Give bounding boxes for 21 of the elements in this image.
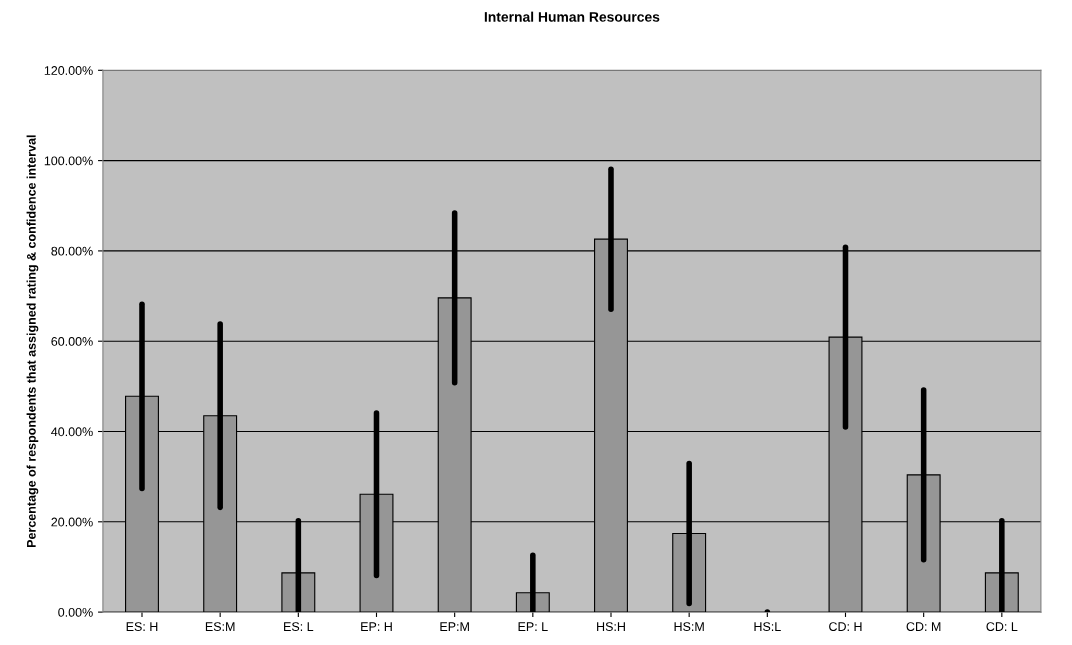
x-tick-label: EP: H [361,622,392,631]
y-tick-label: 20.00% [51,517,93,527]
x-tick-label: ES:M [205,622,235,632]
x-tick-label: CD: H [829,622,862,632]
x-tick-label: EP:M [440,622,469,631]
y-tick-label: 0.00% [58,607,93,617]
x-tick-label: HS:L [754,622,781,632]
y-tick-label: 60.00% [51,337,93,346]
x-tick-label: EP: L [518,622,548,631]
x-tick-label: CD: M [906,622,941,632]
y-tick-label: 40.00% [51,427,93,437]
chart-title: Internal Human Resources [484,11,660,22]
x-tick-label: ES: L [284,622,314,632]
y-tick-label: 120.00% [44,66,93,75]
y-tick-label: 80.00% [51,246,93,256]
x-tick-label: HS:H [597,622,625,632]
x-tick-label: HS:M [674,622,704,632]
x-tick-label: CD: L [986,622,1018,632]
y-axis-title: Percentage of respondents that assigned rating & confidence interval [26,135,39,547]
x-tick-label: ES: H [126,622,158,632]
y-tick-label: 100.00% [44,156,93,166]
